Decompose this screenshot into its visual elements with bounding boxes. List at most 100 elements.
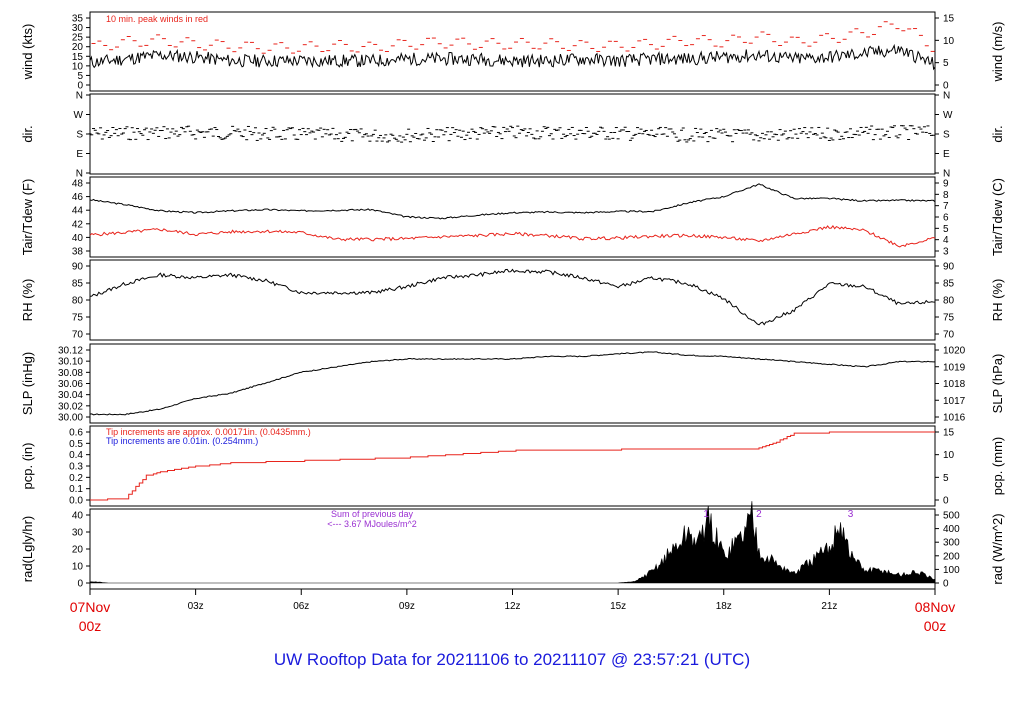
rad-ytick-right-label: 200 bbox=[943, 551, 960, 562]
precip-ytick-label: 0.3 bbox=[69, 462, 83, 473]
temp-panel-frame bbox=[89, 176, 936, 258]
temp-ylabel-right: Tair/Tdew (C) bbox=[990, 178, 1005, 256]
wind-ytick-label: 20 bbox=[72, 42, 84, 53]
wind-ytick-label: 25 bbox=[72, 33, 84, 44]
rad-ytick-label: 40 bbox=[72, 511, 84, 522]
dir-ytick-label: W bbox=[74, 110, 84, 121]
time-end-date: 08Nov bbox=[915, 599, 955, 615]
rh-ytick-label: 80 bbox=[72, 296, 84, 307]
time-tick-label: 12z bbox=[504, 601, 520, 612]
slp-ytick-label: 30.10 bbox=[58, 357, 83, 368]
rh-ytick-right-label: 75 bbox=[943, 313, 955, 324]
slp-ytick-right-label: 1016 bbox=[943, 413, 966, 424]
precip-ytick-right-label: 0 bbox=[943, 496, 949, 507]
wind-panel-frame bbox=[89, 11, 936, 92]
time-start-hour: 00z bbox=[79, 618, 102, 634]
slp-ytick-label: 30.12 bbox=[58, 346, 83, 357]
temp-ytick-right-label: 9 bbox=[943, 179, 949, 190]
slp-ytick-label: 30.06 bbox=[58, 379, 83, 390]
rad-note-2: <--- 3.67 MJoules/m^2 bbox=[327, 519, 417, 529]
temp-ytick-label: 40 bbox=[72, 233, 84, 244]
precip-ytick-right-label: 10 bbox=[943, 450, 955, 461]
time-end-hour: 00z bbox=[924, 618, 947, 634]
temp-ytick-label: 38 bbox=[72, 247, 84, 258]
precip-ylabel-right: pcp. (mm) bbox=[990, 437, 1005, 496]
time-tick-label: 09z bbox=[399, 601, 415, 612]
slp-ylabel-right: SLP (hPa) bbox=[990, 354, 1005, 414]
wind-ytick-right-label: 5 bbox=[943, 58, 949, 69]
precip-ytick-label: 0.0 bbox=[69, 496, 83, 507]
temp-ytick-right-label: 5 bbox=[943, 224, 949, 235]
rad-ytick-label: 10 bbox=[72, 562, 84, 573]
dir-ytick-right-label: N bbox=[943, 91, 950, 102]
time-tick-label: 06z bbox=[293, 601, 309, 612]
slp-ytick-right-label: 1019 bbox=[943, 362, 966, 373]
temp-ytick-right-label: 4 bbox=[943, 235, 949, 246]
dir-ytick-label: S bbox=[76, 130, 83, 141]
rad-ytick-right-label: 400 bbox=[943, 524, 960, 535]
rh-line bbox=[89, 268, 936, 326]
precip-ytick-label: 0.1 bbox=[69, 484, 83, 495]
dir-panel-frame bbox=[89, 93, 936, 175]
rh-ylabel: RH (%) bbox=[20, 279, 35, 322]
temp-ytick-label: 48 bbox=[72, 179, 84, 190]
wind-ytick-label: 15 bbox=[72, 52, 84, 63]
time-tick-label: 21z bbox=[821, 601, 837, 612]
time-tick-label: 15z bbox=[610, 601, 626, 612]
dir-ytick-right-label: W bbox=[943, 110, 953, 121]
temp-ytick-right-label: 6 bbox=[943, 213, 949, 224]
precip-line bbox=[90, 431, 935, 501]
rad-ytick-right-label: 100 bbox=[943, 565, 960, 576]
wind-speed-line bbox=[89, 43, 936, 71]
rad-ytick-right-label: 500 bbox=[943, 511, 960, 522]
rad-ytick-right-label: 300 bbox=[943, 538, 960, 549]
precip-ytick-label: 0.6 bbox=[69, 428, 83, 439]
wind-ytick-label: 10 bbox=[72, 61, 84, 72]
rad-area bbox=[89, 501, 936, 584]
rad-ylabel: rad(Lgly/hr) bbox=[20, 516, 35, 582]
wind-ytick-right-label: 10 bbox=[943, 36, 955, 47]
slp-ytick-label: 30.00 bbox=[58, 413, 83, 424]
slp-line bbox=[89, 351, 935, 416]
rh-ytick-right-label: 80 bbox=[943, 296, 955, 307]
rh-ytick-right-label: 90 bbox=[943, 262, 955, 273]
tair-line bbox=[89, 183, 936, 220]
tdew-line bbox=[89, 225, 936, 248]
precip-ylabel: pcp. (in) bbox=[20, 443, 35, 490]
rad-ytick-label: 30 bbox=[72, 528, 84, 539]
dir-ytick-right-label: N bbox=[943, 169, 950, 180]
precip-ytick-label: 0.5 bbox=[69, 439, 83, 450]
temp-ytick-right-label: 7 bbox=[943, 201, 949, 212]
wind-ytick-right-label: 0 bbox=[943, 81, 949, 92]
wind-ytick-label: 0 bbox=[77, 81, 83, 92]
dir-ytick-right-label: E bbox=[943, 149, 950, 160]
wind-annotation: 10 min. peak winds in red bbox=[106, 14, 208, 24]
rh-ytick-label: 85 bbox=[72, 279, 84, 290]
temp-ytick-label: 42 bbox=[72, 219, 84, 230]
wind-ytick-label: 30 bbox=[72, 23, 84, 34]
rh-ylabel-right: RH (%) bbox=[990, 279, 1005, 322]
time-tick-label: 18z bbox=[716, 601, 732, 612]
rad-ytick-label: 0 bbox=[77, 579, 83, 590]
time-tick-label: 03z bbox=[188, 601, 204, 612]
temp-ytick-right-label: 3 bbox=[943, 247, 949, 258]
rh-panel-frame bbox=[89, 259, 936, 341]
wind-ylabel-right: wind (m/s) bbox=[990, 22, 1005, 83]
rad-peak-label: 1 bbox=[703, 509, 709, 520]
dir-ylabel: dir. bbox=[20, 125, 35, 142]
slp-ytick-right-label: 1017 bbox=[943, 396, 966, 407]
dir-ytick-right-label: S bbox=[943, 130, 950, 141]
slp-ytick-right-label: 1018 bbox=[943, 379, 966, 390]
rad-ytick-right-label: 0 bbox=[943, 579, 949, 590]
precip-ytick-label: 0.4 bbox=[69, 450, 83, 461]
dir-ytick-label: E bbox=[76, 149, 83, 160]
wind-ytick-right-label: 15 bbox=[943, 14, 955, 25]
dir-ytick-label: N bbox=[76, 169, 83, 180]
slp-ytick-right-label: 1020 bbox=[943, 346, 966, 357]
rh-ytick-label: 70 bbox=[72, 330, 84, 341]
precip-ytick-right-label: 5 bbox=[943, 473, 949, 484]
rh-ytick-right-label: 85 bbox=[943, 279, 955, 290]
rad-peak-label: 3 bbox=[848, 509, 854, 520]
